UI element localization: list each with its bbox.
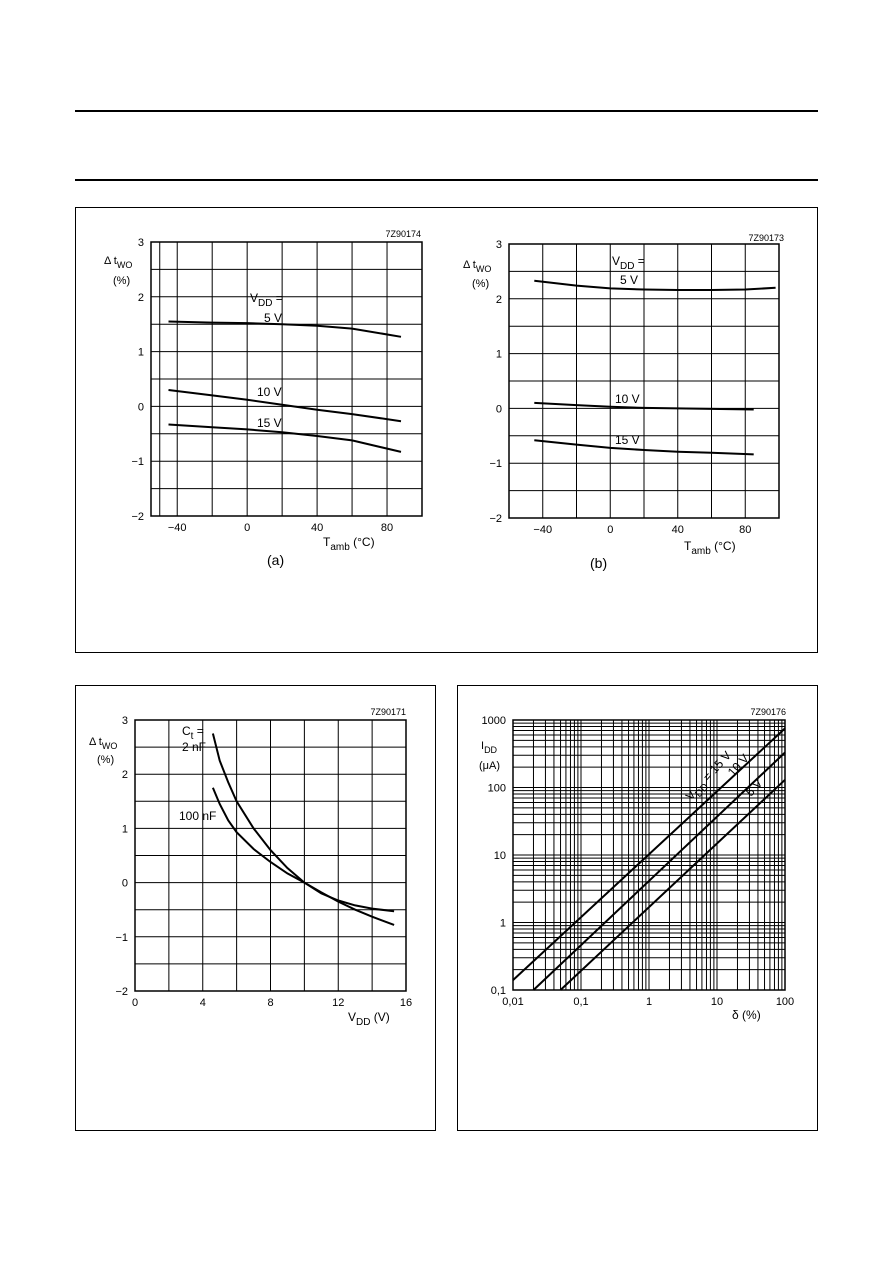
y-axis-unit: (μA): [479, 760, 500, 772]
x-axis-label: VDD (V): [348, 1010, 390, 1028]
x-tick-label: 0: [244, 522, 250, 534]
x-tick-label: 80: [739, 524, 751, 536]
series-line-100nf: [211, 787, 395, 926]
x-tick-label: 40: [311, 522, 323, 534]
series-label: 10 V: [615, 392, 640, 406]
x-tick-label: −40: [168, 522, 187, 534]
series-label: 5 V: [743, 776, 765, 799]
x-tick-label: 0,01: [502, 996, 523, 1008]
series-label: 15 V: [257, 416, 282, 430]
figure-code: 7Z90174: [385, 229, 421, 239]
series-header: Ct =: [182, 724, 204, 742]
figure-code: 7Z90173: [748, 233, 784, 243]
y-tick-label: 2: [138, 292, 144, 304]
y-tick-label: 0: [138, 401, 144, 413]
series-line-10v: [532, 751, 786, 991]
x-tick-label: 1: [646, 996, 652, 1008]
y-tick-label: 1: [500, 918, 506, 930]
series-line-5v: [559, 779, 786, 991]
y-tick-label: 1: [496, 349, 502, 361]
figure-code: 7Z90171: [370, 707, 406, 717]
plot-frame: [508, 243, 780, 519]
x-axis-label: δ (%): [732, 1008, 761, 1022]
figure-caption: (b): [590, 555, 607, 571]
y-axis-label: Δ tWO: [104, 255, 132, 270]
grid: [509, 244, 779, 518]
series-label: 2 nF: [182, 740, 206, 754]
plot-frame: [512, 719, 786, 991]
y-tick-label: 0: [122, 878, 128, 890]
series-label: 100 nF: [179, 809, 216, 823]
y-axis-label: Δ tWO: [463, 259, 491, 274]
x-tick-label: 80: [381, 522, 393, 534]
series-line-5v: [168, 320, 402, 338]
y-axis-unit: (%): [113, 275, 130, 287]
chart-b: 3 2 1 0 −1 −2 −40 0 40 80 7Z90173 Δ tWO (%) Tamb (°C)…: [463, 233, 784, 571]
series-label: 5 V: [620, 273, 638, 287]
y-tick-label: 1: [122, 823, 128, 835]
x-axis-label: Tamb (°C): [323, 535, 375, 553]
series-header: VDD =: [612, 254, 645, 272]
x-tick-label: 12: [332, 997, 344, 1009]
y-axis-label: Δ tWO: [89, 736, 117, 751]
y-tick-label: 2: [496, 294, 502, 306]
y-tick-label: 0,1: [491, 985, 506, 997]
header-rule-bottom: [75, 179, 818, 181]
series-line-2nf: [211, 733, 395, 913]
figure-panel-top: 3 2 1 0 −1 −2 −40 0 40 80 7Z90174 Δ tWO (%) Tamb (°C)…: [75, 207, 818, 653]
series-label: 15 V: [615, 433, 640, 447]
plot-frame: [134, 719, 407, 992]
series-line-15v: [168, 423, 402, 453]
x-tick-label: 16: [400, 997, 412, 1009]
series-header: VDD =: [250, 291, 283, 309]
y-tick-label: 0: [496, 403, 502, 415]
x-axis-label: Tamb (°C): [684, 539, 736, 557]
y-tick-label: −2: [131, 511, 144, 523]
y-tick-label: −2: [489, 513, 502, 525]
figure-code: 7Z90176: [750, 707, 786, 717]
figure-panel-bottom-right: 1000 100 10 1 0,1 0,01 0,1 1 10 100 7Z90176 IDD (μA)…: [457, 685, 818, 1131]
y-tick-label: 1000: [482, 715, 506, 727]
y-tick-label: −1: [131, 456, 144, 468]
x-tick-label: 0,1: [573, 996, 588, 1008]
y-axis-unit: (%): [472, 278, 489, 290]
y-axis-unit: (%): [97, 754, 114, 766]
header-rule-top: [75, 110, 818, 112]
grid: [135, 720, 406, 991]
series-label: 10 V: [257, 385, 282, 399]
y-tick-label: 1: [138, 347, 144, 359]
y-tick-label: 2: [122, 769, 128, 781]
y-tick-label: 100: [488, 783, 506, 795]
figure-caption: (a): [267, 552, 284, 568]
x-tick-label: 0: [132, 997, 138, 1009]
y-tick-label: 3: [138, 237, 144, 249]
x-tick-label: 40: [672, 524, 684, 536]
x-tick-label: 10: [711, 996, 723, 1008]
y-tick-label: −1: [115, 932, 128, 944]
y-tick-label: −1: [489, 458, 502, 470]
series-line-10v: [168, 389, 402, 423]
y-tick-label: 10: [494, 850, 506, 862]
series-line-15v: [534, 439, 754, 456]
plot-frame: [150, 241, 423, 517]
chart-vdd: 3 2 1 0 −1 −2 0 4 8 12 16 7Z90171 Δ tWO (%) VDD (V) Ct …: [89, 707, 412, 1028]
y-tick-label: 3: [496, 239, 502, 251]
x-tick-label: 100: [776, 996, 794, 1008]
chart-a: 3 2 1 0 −1 −2 −40 0 40 80 7Z90174 Δ tWO (%) Tamb (°C)…: [104, 229, 423, 568]
series-label: 5 V: [264, 311, 282, 325]
series-line-15v: [512, 727, 786, 981]
x-tick-label: 4: [200, 997, 206, 1009]
x-tick-label: 8: [267, 997, 273, 1009]
x-tick-label: 0: [607, 524, 613, 536]
figure-panel-bottom-left: 3 2 1 0 −1 −2 0 4 8 12 16 7Z90171 Δ tWO (%) VDD (V) Ct …: [75, 685, 436, 1131]
y-axis-label: IDD: [481, 740, 498, 755]
series-line-5v: [534, 279, 776, 291]
y-tick-label: −2: [115, 986, 128, 998]
series-line-10v: [534, 401, 754, 411]
y-tick-label: 3: [122, 715, 128, 727]
x-tick-label: −40: [533, 524, 552, 536]
